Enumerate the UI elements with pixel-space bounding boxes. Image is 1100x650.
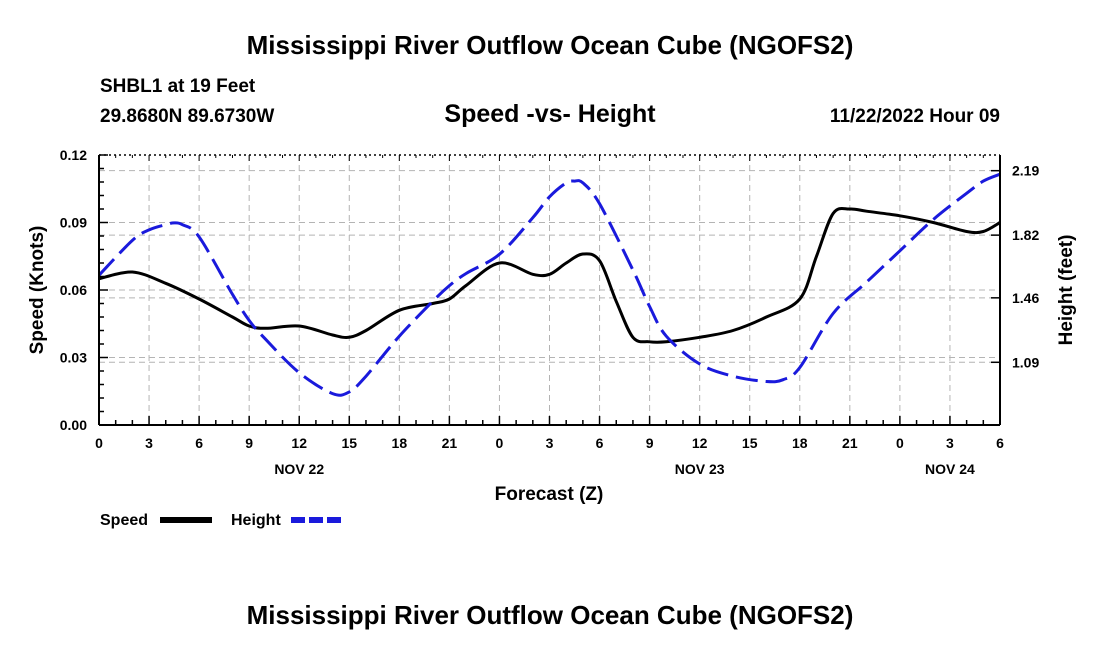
x-tick-label: 18 [392,435,408,451]
series-lines [97,172,1001,397]
y-tick-label: 0.06 [60,282,87,298]
chart-subtitle: Speed -vs- Height [444,100,656,128]
legend: Speed Height [100,512,342,529]
grid-lines [99,155,1000,425]
station-label: SHBL1 at 19 Feet [100,76,256,97]
x-tick-label: 21 [842,435,858,451]
y-tick-label: 0.03 [60,350,87,366]
speed-height-chart: 0 3 6 9 12 15 18 21 0 3 6 9 12 15 18 21 0 3 6 NOV 22 NOV 23 N… [27,147,1077,529]
x-tick-label: 12 [291,435,307,451]
y2-tick-label: 1.46 [1012,290,1039,306]
x-tick-label: 12 [692,435,708,451]
x-tick-label: 0 [896,435,904,451]
y2-tick-label: 2.19 [1012,163,1039,179]
y-tick-label: 0.09 [60,215,87,231]
series-line-speed [98,206,1001,344]
x-date-label: NOV 23 [675,461,725,477]
y2-tick-label: 1.82 [1012,227,1039,243]
x-tick-label: 21 [442,435,458,451]
x-date-label: NOV 24 [925,461,975,477]
x-tick-label: 0 [95,435,103,451]
y2-tick-label: 1.09 [1012,354,1039,370]
y-tick-label: 0.00 [60,417,87,433]
x-tick-label: 6 [195,435,203,451]
x-tick-label: 0 [496,435,504,451]
y-tick-label: 0.12 [60,147,87,163]
x-tick-label: 15 [742,435,758,451]
x-date-label: NOV 22 [274,461,324,477]
forecast-datetime: 11/22/2022 Hour 09 [829,106,1000,127]
x-tick-label: 3 [145,435,153,451]
y2-axis-title: Height (feet) [1056,235,1077,346]
series-line-height [97,172,1001,397]
x-tick-label: 15 [341,435,357,451]
x-tick-label: 3 [946,435,954,451]
x-axis-title: Forecast (Z) [495,484,604,505]
x-tick-label: 3 [546,435,554,451]
axes [98,154,1001,426]
station-coordinates: 29.8680N 89.6730W [100,106,275,127]
legend-speed-label: Speed [100,512,148,529]
chart-title: Mississippi River Outflow Ocean Cube (NG… [246,30,854,60]
repeated-chart-title: Mississippi River Outflow Ocean Cube (NG… [246,600,854,630]
legend-height-label: Height [231,512,281,529]
axis-labels: 0 3 6 9 12 15 18 21 0 3 6 9 12 15 18 21 0 3 6 NOV 22 NOV 23 N… [60,147,1040,477]
x-tick-label: 6 [596,435,604,451]
x-tick-label: 9 [646,435,654,451]
x-tick-label: 6 [996,435,1004,451]
x-tick-label: 18 [792,435,808,451]
y-axis-title: Speed (Knots) [27,226,48,355]
x-tick-label: 9 [245,435,253,451]
